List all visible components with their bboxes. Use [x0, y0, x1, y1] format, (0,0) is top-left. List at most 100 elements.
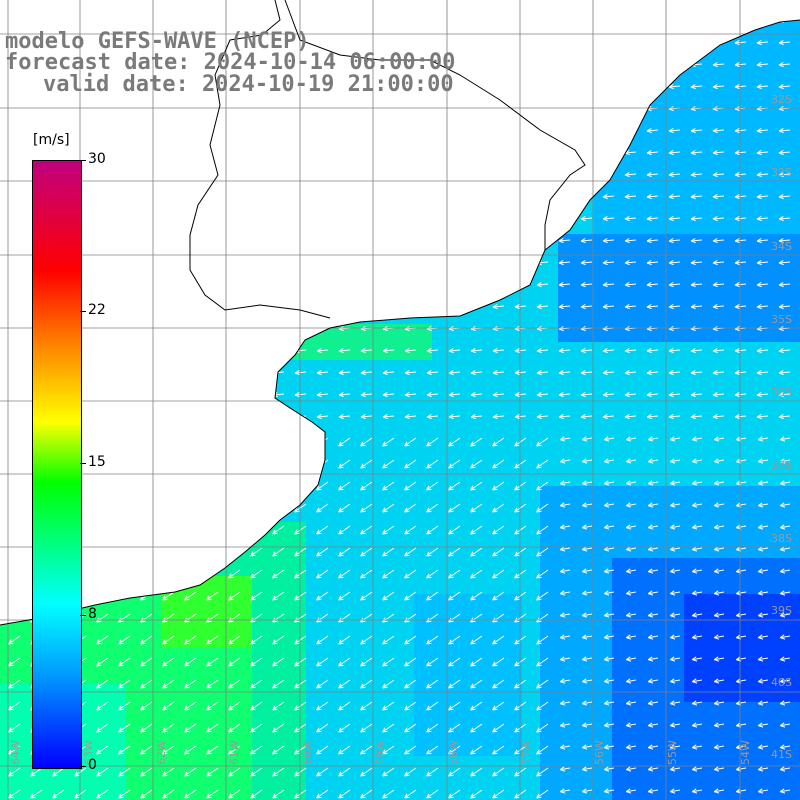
wind-speed-cell: [378, 738, 397, 757]
wind-speed-cell: [468, 648, 487, 667]
wind-speed-cell: [252, 630, 271, 649]
wind-arrow: [338, 723, 351, 733]
wind-speed-cell: [414, 558, 433, 577]
wind-speed-cell: [792, 360, 800, 379]
wind-speed-cell: [414, 504, 433, 523]
border-uruguay: [189, 0, 331, 319]
wind-speed-cell: [558, 738, 577, 757]
wind-arrow: [691, 634, 703, 640]
wind-arrow: [691, 524, 703, 530]
wind-arrow: [581, 766, 593, 772]
wind-speed-cell: [180, 684, 199, 703]
lat-label-41s: 41S: [771, 748, 792, 761]
wind-speed-cell: [468, 684, 487, 703]
wind-arrow: [316, 369, 329, 376]
wind-speed-cell: [378, 666, 397, 685]
wind-arrow: [646, 303, 659, 310]
wind-speed-cell: [396, 558, 415, 577]
wind-speed-cell: [324, 522, 343, 541]
wind-speed-cell: [702, 216, 721, 235]
wind-speed-cell: [540, 630, 559, 649]
wind-speed-cell: [558, 630, 577, 649]
wind-speed-cell: [648, 648, 667, 667]
wind-speed-cell: [612, 612, 631, 631]
wind-arrow: [691, 656, 703, 662]
wind-speed-cell: [594, 630, 613, 649]
wind-speed-cell: [540, 792, 559, 800]
wind-arrow: [580, 369, 593, 376]
wind-arrow: [426, 459, 439, 469]
wind-speed-cell: [792, 342, 800, 361]
wind-speed-cell: [360, 684, 379, 703]
wind-speed-cell: [486, 378, 505, 397]
wind-arrow: [448, 547, 461, 557]
wind-speed-cell: [792, 666, 800, 685]
wind-speed-cell: [126, 720, 145, 739]
wind-speed-cell: [144, 594, 163, 613]
wind-arrow: [360, 745, 373, 755]
wind-speed-cell: [450, 396, 469, 415]
wind-speed-cell: [378, 648, 397, 667]
wind-arrow: [559, 656, 571, 662]
wind-arrow: [514, 369, 527, 376]
wind-speed-cell: [396, 324, 415, 343]
wind-speed-cell: [666, 162, 685, 181]
wind-speed-cell: [162, 594, 181, 613]
wind-speed-cell: [0, 738, 19, 757]
wind-speed-cell: [558, 486, 577, 505]
wind-speed-cell: [270, 612, 289, 631]
wind-speed-cell: [324, 432, 343, 451]
wind-speed-cell: [594, 792, 613, 800]
wind-speed-cell: [684, 414, 703, 433]
lat-label-38s: 38S: [771, 532, 792, 545]
wind-speed-cell: [324, 684, 343, 703]
wind-speed-cell: [756, 486, 775, 505]
wind-arrow: [184, 745, 197, 755]
wind-speed-cell: [612, 684, 631, 703]
colorbar-tick-22: 22: [88, 302, 106, 318]
wind-speed-cell: [612, 594, 631, 613]
wind-speed-cell: [288, 360, 307, 379]
wind-arrow: [647, 590, 659, 596]
wind-speed-cell: [738, 162, 757, 181]
wind-speed-cell: [324, 792, 343, 800]
wind-speed-cell: [576, 378, 595, 397]
wind-arrow: [404, 679, 417, 689]
wind-speed-cell: [738, 198, 757, 217]
wind-arrow: [360, 503, 373, 513]
wind-speed-cell: [720, 774, 739, 793]
wind-speed-cell: [720, 360, 739, 379]
wind-speed-cell: [414, 684, 433, 703]
wind-arrow: [8, 701, 21, 711]
wind-arrow: [559, 502, 571, 508]
wind-speed-cell: [522, 792, 541, 800]
wind-arrow: [316, 569, 329, 579]
wind-speed-cell: [792, 54, 800, 73]
wind-arrow: [757, 502, 769, 508]
wind-speed-cell: [558, 792, 577, 800]
wind-arrow: [316, 391, 329, 398]
wind-speed-cell: [702, 288, 721, 307]
wind-speed-cell: [558, 360, 577, 379]
wind-arrow: [603, 502, 615, 508]
wind-arrow: [470, 525, 483, 535]
wind-speed-cell: [432, 468, 451, 487]
wind-speed-cell: [720, 540, 739, 559]
wind-speed-cell: [684, 306, 703, 325]
wind-speed-cell: [504, 720, 523, 739]
wind-speed-cell: [756, 252, 775, 271]
wind-speed-cell: [306, 702, 325, 721]
wind-arrow: [404, 437, 417, 447]
wind-arrow: [162, 723, 175, 733]
wind-arrow: [448, 459, 461, 469]
wind-speed-cell: [756, 432, 775, 451]
wind-arrow: [426, 789, 439, 799]
wind-speed-cell: [666, 630, 685, 649]
wind-arrow: [669, 590, 681, 596]
wind-arrow: [426, 525, 439, 535]
colorbar-tick-8: 8: [88, 606, 97, 622]
wind-arrow: [382, 569, 395, 579]
wind-speed-cell: [792, 504, 800, 523]
wind-speed-cell: [144, 666, 163, 685]
